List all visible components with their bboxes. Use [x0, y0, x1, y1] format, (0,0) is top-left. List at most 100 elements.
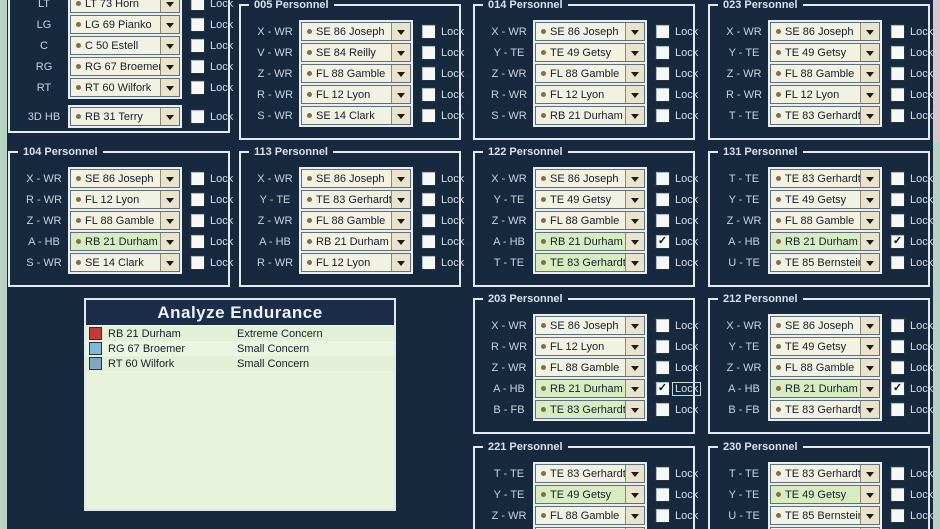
dropdown-arrow-icon[interactable]: [160, 79, 179, 96]
player-select[interactable]: TE 83 Gerhardt: [770, 169, 880, 188]
player-select[interactable]: RB 21 Durham: [535, 106, 645, 125]
player-select[interactable]: FL 88 Gamble: [770, 358, 880, 377]
dropdown-arrow-icon[interactable]: [625, 359, 644, 376]
player-select[interactable]: SE 86 Joseph: [301, 169, 411, 188]
lock-checkbox[interactable]: [890, 487, 905, 502]
dropdown-arrow-icon[interactable]: [860, 507, 879, 524]
dropdown-arrow-icon[interactable]: [860, 338, 879, 355]
player-select[interactable]: FL 88 Gamble: [535, 64, 645, 83]
player-select[interactable]: TE 83 Gerhardt: [301, 190, 411, 209]
dropdown-arrow-icon[interactable]: [160, 37, 179, 54]
player-select[interactable]: LT 73 Horn: [70, 0, 180, 13]
dropdown-arrow-icon[interactable]: [860, 401, 879, 418]
dropdown-arrow-icon[interactable]: [391, 233, 410, 250]
lock-checkbox[interactable]: [421, 87, 436, 102]
player-select[interactable]: RB 21 Durham: [770, 379, 880, 398]
lock-checkbox[interactable]: [890, 255, 905, 270]
dropdown-arrow-icon[interactable]: [160, 16, 179, 33]
dropdown-arrow-icon[interactable]: [391, 191, 410, 208]
dropdown-arrow-icon[interactable]: [391, 107, 410, 124]
lock-checkbox[interactable]: [421, 45, 436, 60]
lock-checkbox[interactable]: [890, 402, 905, 417]
lock-checkbox[interactable]: [655, 66, 670, 81]
dropdown-arrow-icon[interactable]: [860, 86, 879, 103]
lock-checkbox[interactable]: [190, 80, 205, 95]
dropdown-arrow-icon[interactable]: [860, 359, 879, 376]
dropdown-arrow-icon[interactable]: [860, 465, 879, 482]
dropdown-arrow-icon[interactable]: [860, 486, 879, 503]
player-select[interactable]: TE 83 Gerhardt: [770, 464, 880, 483]
player-select[interactable]: TE 83 Gerhardt: [535, 253, 645, 272]
lock-checkbox[interactable]: [890, 108, 905, 123]
player-select[interactable]: TE 83 Gerhardt: [535, 400, 645, 419]
player-select[interactable]: SE 84 Reilly: [301, 43, 411, 62]
dropdown-arrow-icon[interactable]: [391, 44, 410, 61]
player-select[interactable]: FL 88 Gamble: [70, 211, 180, 230]
player-select[interactable]: FL 88 Gamble: [535, 211, 645, 230]
dropdown-arrow-icon[interactable]: [625, 317, 644, 334]
lock-checkbox[interactable]: [890, 360, 905, 375]
lock-checkbox[interactable]: [890, 171, 905, 186]
dropdown-arrow-icon[interactable]: [160, 170, 179, 187]
player-select[interactable]: RT 60 Wilfork: [70, 78, 180, 97]
dropdown-arrow-icon[interactable]: [860, 212, 879, 229]
lock-checkbox[interactable]: [890, 339, 905, 354]
lock-checkbox[interactable]: [890, 213, 905, 228]
lock-checkbox[interactable]: ✓: [655, 234, 670, 249]
player-select[interactable]: SE 86 Joseph: [301, 22, 411, 41]
dropdown-arrow-icon[interactable]: [625, 338, 644, 355]
lock-checkbox[interactable]: [190, 213, 205, 228]
player-select[interactable]: RB 21 Durham: [535, 232, 645, 251]
lock-checkbox[interactable]: [890, 192, 905, 207]
dropdown-arrow-icon[interactable]: [160, 191, 179, 208]
lock-checkbox[interactable]: [890, 466, 905, 481]
dropdown-arrow-icon[interactable]: [391, 65, 410, 82]
lock-checkbox[interactable]: [655, 487, 670, 502]
lock-checkbox[interactable]: [421, 192, 436, 207]
dropdown-arrow-icon[interactable]: [625, 380, 644, 397]
dropdown-arrow-icon[interactable]: [860, 233, 879, 250]
lock-checkbox[interactable]: [655, 339, 670, 354]
player-select[interactable]: FL 12 Lyon: [70, 190, 180, 209]
lock-checkbox[interactable]: [655, 171, 670, 186]
player-select[interactable]: TE 49 Getsy: [770, 43, 880, 62]
dropdown-arrow-icon[interactable]: [860, 107, 879, 124]
lock-checkbox[interactable]: [190, 192, 205, 207]
dropdown-arrow-icon[interactable]: [625, 170, 644, 187]
lock-checkbox[interactable]: [655, 213, 670, 228]
player-select[interactable]: FL 12 Lyon: [301, 85, 411, 104]
lock-checkbox[interactable]: ✓: [655, 381, 670, 396]
dropdown-arrow-icon[interactable]: [860, 380, 879, 397]
lock-checkbox[interactable]: [655, 508, 670, 523]
player-select[interactable]: FL 12 Lyon: [301, 253, 411, 272]
dropdown-arrow-icon[interactable]: [860, 65, 879, 82]
player-select[interactable]: FL 88 Gamble: [301, 211, 411, 230]
player-select[interactable]: RB 21 Durham: [70, 232, 180, 251]
lock-checkbox[interactable]: [655, 318, 670, 333]
lock-checkbox[interactable]: [421, 255, 436, 270]
lock-checkbox[interactable]: [190, 38, 205, 53]
lock-checkbox[interactable]: [421, 24, 436, 39]
player-select[interactable]: RG 67 Broemer: [70, 57, 180, 76]
lock-checkbox[interactable]: [190, 234, 205, 249]
lock-checkbox[interactable]: [190, 109, 205, 124]
player-select[interactable]: RB 21 Durham: [301, 232, 411, 251]
lock-checkbox[interactable]: ✓: [890, 381, 905, 396]
dropdown-arrow-icon[interactable]: [860, 23, 879, 40]
player-select[interactable]: FL 88 Gamble: [770, 64, 880, 83]
dropdown-arrow-icon[interactable]: [160, 254, 179, 271]
dropdown-arrow-icon[interactable]: [860, 191, 879, 208]
lock-checkbox[interactable]: [655, 402, 670, 417]
player-select[interactable]: FL 12 Lyon: [535, 337, 645, 356]
player-select[interactable]: SE 86 Joseph: [770, 22, 880, 41]
player-select[interactable]: LG 69 Pianko: [70, 15, 180, 34]
dropdown-arrow-icon[interactable]: [160, 0, 179, 12]
player-select[interactable]: FL 88 Gamble: [301, 64, 411, 83]
player-select[interactable]: TE 85 Bernstein: [770, 506, 880, 525]
dropdown-arrow-icon[interactable]: [625, 86, 644, 103]
lock-checkbox[interactable]: [190, 255, 205, 270]
player-select[interactable]: TE 49 Getsy: [535, 485, 645, 504]
lock-checkbox[interactable]: [655, 45, 670, 60]
player-select[interactable]: TE 83 Gerhardt: [770, 106, 880, 125]
lock-checkbox[interactable]: [421, 171, 436, 186]
